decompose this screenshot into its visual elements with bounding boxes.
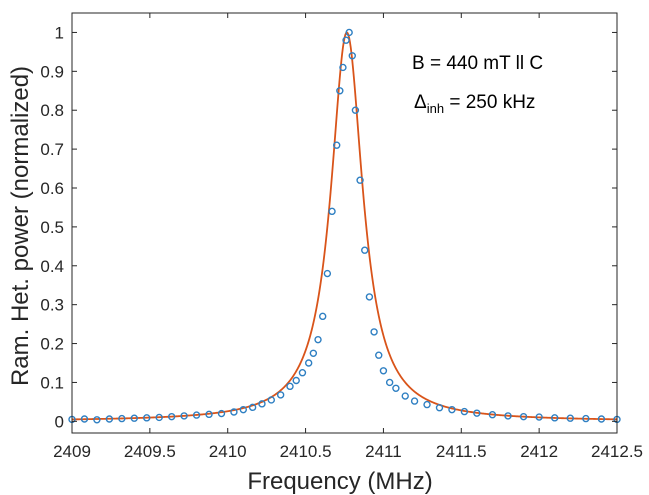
- data-point: [298, 369, 307, 377]
- data-point: [566, 414, 574, 422]
- y-tick-label: 0: [55, 412, 64, 431]
- data-point: [292, 376, 300, 385]
- data-point: [217, 409, 226, 418]
- data-point: [379, 367, 388, 375]
- data-point: [370, 328, 378, 336]
- data-point: [345, 28, 353, 37]
- data-point: [423, 400, 431, 409]
- y-tick-label: 0.6: [40, 179, 64, 198]
- x-ticks: 2409 2409.5 2410 2410.5 2411 2411.5 2412 2412.5: [53, 13, 643, 461]
- x-tick-label: 2411.5: [436, 442, 487, 461]
- y-tick-label: 0.1: [40, 373, 64, 392]
- data-point: [328, 207, 336, 216]
- data-point: [309, 349, 318, 357]
- x-tick-label: 2412.5: [591, 442, 643, 461]
- data-point: [488, 411, 497, 419]
- data-point: [385, 378, 394, 387]
- data-point: [597, 415, 606, 423]
- data-point: [314, 335, 322, 344]
- data-point: [93, 416, 101, 424]
- y-tick-label: 0.7: [40, 140, 64, 159]
- data-point: [448, 405, 456, 414]
- x-tick-label: 2411: [365, 442, 402, 461]
- annotation-delta-symbol: Δ: [414, 92, 427, 113]
- y-tick-label: 0.8: [40, 101, 64, 120]
- data-point: [435, 404, 444, 412]
- data-point: [392, 384, 400, 392]
- y-tick-label: 1: [55, 23, 64, 42]
- data-point: [180, 412, 188, 420]
- data-point: [361, 246, 369, 254]
- x-tick-label: 2409: [53, 442, 91, 461]
- annotation-field: B = 440 mT ll C: [412, 53, 543, 74]
- data-point: [375, 351, 383, 359]
- annotation-linewidth: Δinh = 250 kHz: [414, 92, 535, 116]
- data-point: [267, 396, 276, 404]
- data-point: [286, 382, 294, 391]
- data-point: [192, 411, 201, 419]
- y-tick-label: 0.3: [40, 296, 64, 315]
- y-tick-label: 0.2: [40, 335, 64, 354]
- data-point: [535, 413, 543, 421]
- y-tick-label: 0.4: [40, 257, 64, 276]
- data-point: [410, 397, 419, 405]
- data-point: [143, 414, 151, 422]
- data-point: [239, 405, 247, 414]
- data-point: [460, 407, 469, 416]
- data-point: [473, 409, 481, 417]
- data-point: [551, 414, 559, 422]
- x-tick-label: 2409.5: [124, 442, 176, 461]
- data-point: [323, 269, 332, 278]
- data-point: [519, 412, 528, 421]
- y-ticks: 0 0.1 0.2 0.3 0.4 0.5 0.6 0.7 0.8 0.9 1: [40, 23, 617, 431]
- data-point: [336, 87, 344, 95]
- data-point: [333, 141, 341, 149]
- data-point: [401, 392, 409, 400]
- data-point: [155, 413, 163, 422]
- data-point: [130, 414, 138, 422]
- x-axis-label: Frequency (MHz): [247, 468, 432, 495]
- data-point: [276, 391, 285, 399]
- data-point: [342, 36, 350, 44]
- data-point: [167, 412, 176, 421]
- data-point: [348, 52, 356, 60]
- y-tick-label: 0.5: [40, 218, 64, 237]
- data-point: [205, 410, 213, 419]
- axes-box: [71, 12, 618, 434]
- data-point: [248, 403, 257, 412]
- x-tick-label: 2412: [520, 442, 558, 461]
- x-tick-label: 2410: [209, 442, 247, 461]
- data-point: [304, 359, 313, 367]
- data-point: [118, 414, 126, 423]
- data-point: [80, 415, 89, 423]
- data-point: [319, 312, 327, 321]
- annotation-delta-subscript: inh: [427, 101, 444, 116]
- data-point: [230, 408, 238, 416]
- data-point: [356, 176, 364, 184]
- y-tick-label: 0.9: [40, 62, 64, 81]
- y-axis-label: Ram. Het. power (normalized): [7, 66, 34, 386]
- data-point: [582, 414, 590, 423]
- data-point: [504, 412, 512, 420]
- data-point: [258, 400, 266, 408]
- data-point: [105, 415, 114, 423]
- data-point: [351, 106, 360, 114]
- annotation-linewidth-value: = 250 kHz: [444, 92, 535, 113]
- data-point: [365, 293, 374, 301]
- data-point: [339, 63, 347, 72]
- x-tick-label: 2410.5: [280, 442, 332, 461]
